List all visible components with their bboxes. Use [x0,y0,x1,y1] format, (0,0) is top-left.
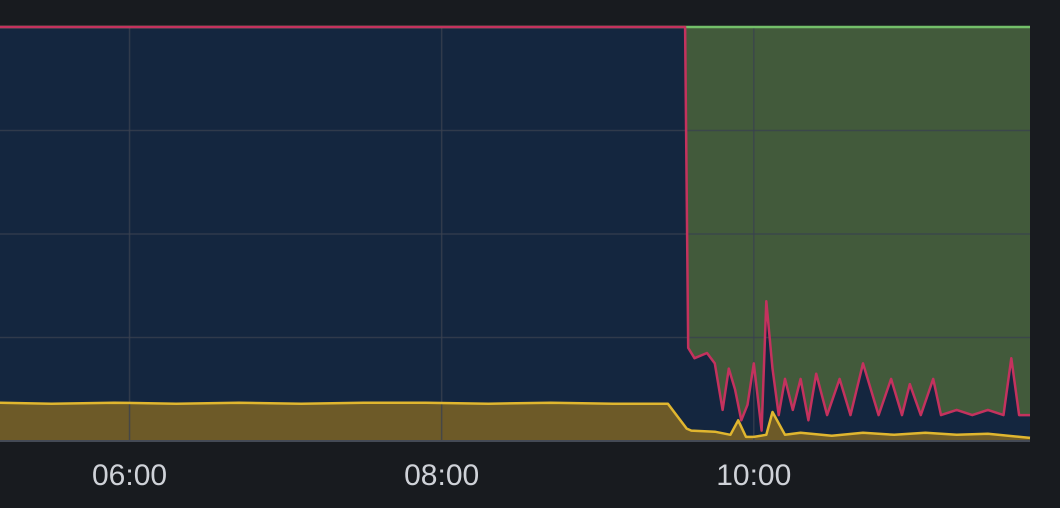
x-tick-label: 10:00 [716,459,791,492]
series-lines [0,25,1031,440]
yellow-series-line [0,401,1031,440]
red-series-line [0,25,1030,432]
x-tick-label: 06:00 [92,459,167,492]
x-tick-label: 08:00 [404,459,479,492]
x-axis: 06:00 08:00 10:00 [92,459,791,492]
